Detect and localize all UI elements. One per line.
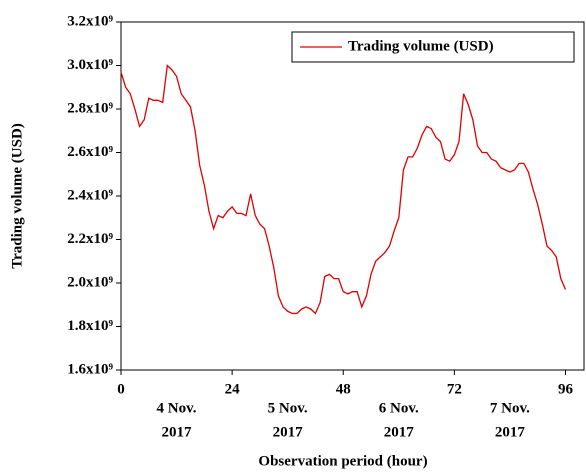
y-tick-label: 3.0x10⁹ — [67, 57, 113, 73]
x-tick-label: 96 — [558, 381, 574, 397]
y-tick-label: 3.2x10⁹ — [67, 13, 113, 29]
plot-frame — [120, 21, 585, 371]
y-axis-label: Trading volume (USD) — [9, 123, 25, 269]
date-label: 7 Nov. — [490, 400, 530, 416]
x-tick-label: 48 — [336, 381, 351, 397]
x-tick-label: 24 — [225, 381, 241, 397]
date-label: 2017 — [495, 424, 526, 440]
x-tick-label: 72 — [447, 381, 462, 397]
y-tick-label: 2.8x10⁹ — [67, 100, 113, 116]
date-label: 4 Nov. — [157, 400, 197, 416]
y-tick-label: 2.2x10⁹ — [67, 231, 113, 247]
y-tick-label: 2.4x10⁹ — [67, 187, 113, 203]
y-tick-label: 2.0x10⁹ — [67, 274, 113, 290]
date-label: 5 Nov. — [268, 400, 308, 416]
y-tick-label: 2.6x10⁹ — [67, 144, 113, 160]
data-line — [120, 64, 567, 315]
y-tick-label: 1.6x10⁹ — [67, 361, 113, 377]
date-label: 2017 — [273, 424, 304, 440]
x-axis-label: Observation period (hour) — [258, 453, 427, 469]
date-label: 2017 — [384, 424, 415, 440]
date-label: 2017 — [162, 424, 193, 440]
x-tick-label: 0 — [117, 381, 125, 397]
date-label: 6 Nov. — [379, 400, 419, 416]
legend-label: Trading volume (USD) — [348, 38, 494, 54]
y-tick-label: 1.8x10⁹ — [67, 318, 113, 334]
